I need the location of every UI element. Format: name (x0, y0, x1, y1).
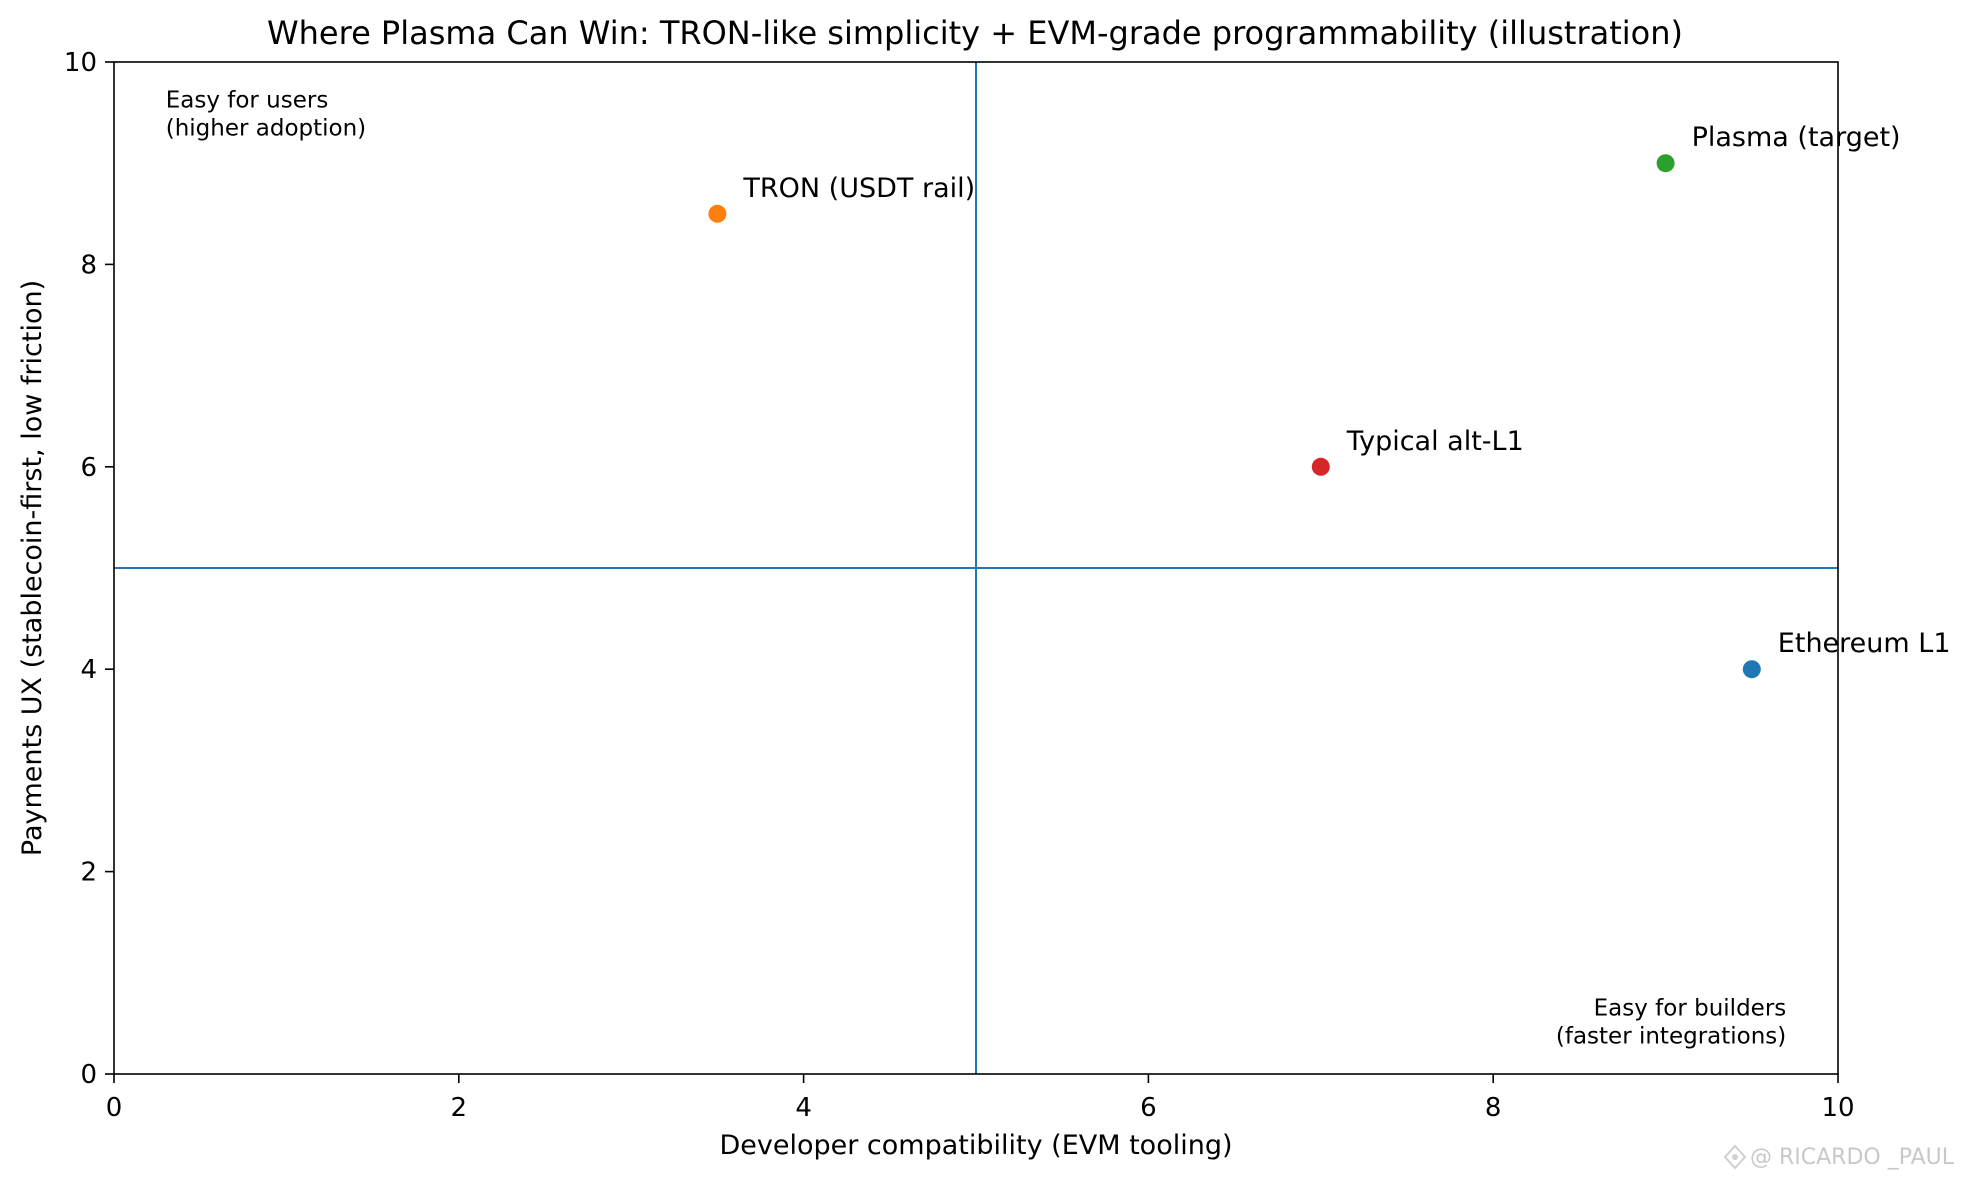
y-axis-ticks: 0 2 4 6 8 10 (64, 48, 114, 1090)
x-axis-ticks: 0 2 4 6 8 10 (106, 1074, 1855, 1123)
x-axis-label: Developer compatibility (EVM tooling) (719, 1130, 1232, 1161)
scatter-point (1656, 154, 1675, 173)
watermark-text: @ RICARDO _PAUL (1750, 1145, 1955, 1170)
chart-title: Where Plasma Can Win: TRON-like simplici… (267, 14, 1683, 52)
x-tick-label: 0 (106, 1093, 123, 1123)
x-tick-label: 8 (1485, 1093, 1502, 1123)
y-tick-label: 2 (80, 858, 97, 888)
quadrant-annotations: Easy for users(higher adoption) Easy for … (166, 88, 1787, 1050)
data-points: Ethereum L1 TRON (USDT rail) Plasma (targe… (708, 122, 1951, 679)
x-tick-label: 6 (1140, 1093, 1157, 1123)
x-tick-label: 4 (795, 1093, 812, 1123)
point-label: Ethereum L1 (1778, 628, 1951, 659)
quadrant-annotation-line: Easy for users (166, 88, 329, 114)
y-tick-label: 8 (80, 250, 97, 280)
y-tick-label: 10 (64, 48, 97, 78)
y-tick-label: 6 (80, 453, 97, 483)
y-axis-label: Payments UX (stablecoin-first, low frict… (17, 280, 48, 856)
y-tick-label: 4 (80, 655, 97, 685)
quadrant-annotation-line: (higher adoption) (166, 116, 366, 142)
point-label: Typical alt-L1 (1346, 426, 1524, 457)
quadrant-lines (114, 62, 1838, 1074)
quadrant-annotation-line: (faster integrations) (1556, 1024, 1786, 1050)
y-tick-label: 0 (80, 1060, 97, 1090)
watermark: @ RICARDO _PAUL (1723, 1144, 1955, 1170)
scatter-point (1742, 660, 1761, 679)
x-tick-label: 2 (451, 1093, 468, 1123)
plot-area-frame (113, 61, 1839, 1075)
scatter-point (708, 204, 727, 223)
quadrant-annotation-line: Easy for builders (1594, 996, 1787, 1022)
scatter-point (1311, 457, 1330, 476)
point-label: Plasma (target) (1692, 122, 1901, 153)
point-label: TRON (USDT rail) (742, 173, 975, 204)
x-tick-label: 10 (1821, 1093, 1854, 1123)
watermark-logo-icon (1723, 1144, 1747, 1170)
